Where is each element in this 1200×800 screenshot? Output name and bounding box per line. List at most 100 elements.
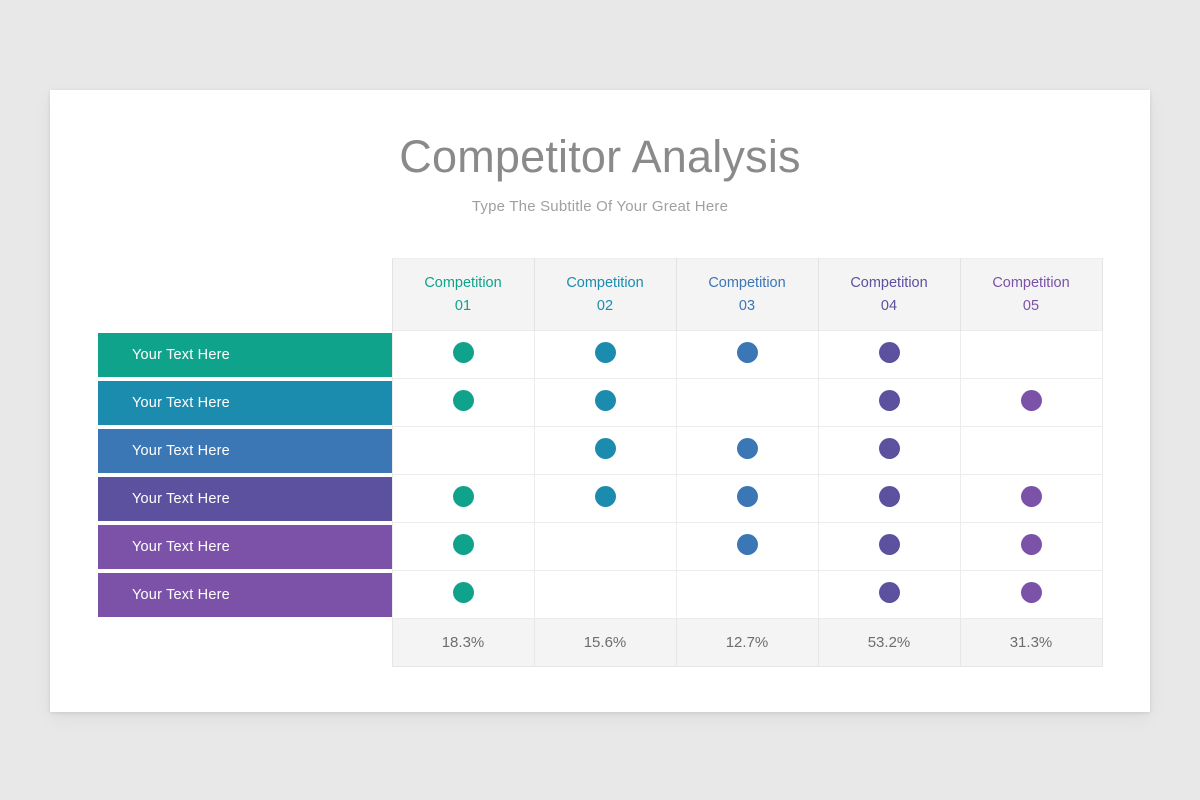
dot-marker-icon bbox=[878, 341, 900, 363]
dot-marker-icon bbox=[878, 533, 900, 555]
matrix-cell-filled[interactable] bbox=[533, 378, 677, 427]
row-label-cell: Your Text Here bbox=[98, 523, 392, 571]
matrix-cell-filled[interactable] bbox=[391, 378, 535, 427]
row-label-cell: Your Text Here bbox=[98, 427, 392, 475]
matrix-cell-filled[interactable] bbox=[675, 474, 819, 523]
column-header-label: Competition bbox=[424, 275, 502, 292]
table-row: Your Text Here bbox=[98, 570, 1103, 619]
total-percentage: 53.2% bbox=[817, 618, 961, 667]
matrix-cell-empty[interactable] bbox=[959, 426, 1103, 475]
row-label-bar[interactable]: Your Text Here bbox=[98, 332, 392, 377]
matrix-cell-filled[interactable] bbox=[391, 474, 535, 523]
row-label-cell: Your Text Here bbox=[98, 571, 392, 619]
dot-marker-icon bbox=[452, 485, 474, 507]
matrix-cell-filled[interactable] bbox=[817, 570, 961, 619]
row-label-cell: Your Text Here bbox=[98, 331, 392, 379]
column-header-number: 05 bbox=[1022, 297, 1040, 314]
page-subtitle: Type The Subtitle Of Your Great Here bbox=[471, 197, 729, 215]
column-header-label: Competition bbox=[566, 275, 644, 292]
total-percentage: 12.7% bbox=[675, 618, 819, 667]
competitor-matrix: Competition 01 Competition 02 Competition 03 C… bbox=[98, 258, 1103, 667]
comparison-table: Competition 01 Competition 02 Competition 03 C… bbox=[98, 258, 1103, 667]
matrix-cell-filled[interactable] bbox=[817, 426, 961, 475]
dot-marker-icon bbox=[878, 389, 900, 411]
total-percentage: 15.6% bbox=[533, 618, 677, 667]
dot-marker-icon bbox=[452, 581, 474, 603]
column-header-03: Competition 03 bbox=[675, 258, 819, 331]
column-header-number: 01 bbox=[454, 297, 472, 314]
totals-spacer-cell bbox=[98, 619, 392, 667]
dot-marker-icon bbox=[594, 389, 616, 411]
dot-marker-icon bbox=[1020, 485, 1042, 507]
matrix-cell-filled[interactable] bbox=[391, 330, 535, 379]
row-label-bar[interactable]: Your Text Here bbox=[98, 428, 392, 473]
dot-marker-icon bbox=[878, 437, 900, 459]
matrix-cell-empty[interactable] bbox=[675, 378, 819, 427]
matrix-cell-filled[interactable] bbox=[817, 330, 961, 379]
matrix-cell-filled[interactable] bbox=[533, 426, 677, 475]
dot-marker-icon bbox=[736, 485, 758, 507]
header-spacer-cell bbox=[98, 259, 392, 331]
matrix-cell-empty[interactable] bbox=[533, 570, 677, 619]
matrix-cell-filled[interactable] bbox=[391, 522, 535, 571]
matrix-cell-empty[interactable] bbox=[391, 426, 535, 475]
matrix-cell-empty[interactable] bbox=[959, 330, 1103, 379]
matrix-cell-filled[interactable] bbox=[533, 330, 677, 379]
column-header-label: Competition bbox=[850, 275, 928, 292]
table-header-row: Competition 01 Competition 02 Competition 03 C… bbox=[98, 258, 1103, 331]
row-label-bar[interactable]: Your Text Here bbox=[98, 476, 392, 521]
dot-marker-icon bbox=[1020, 389, 1042, 411]
matrix-cell-empty[interactable] bbox=[675, 570, 819, 619]
matrix-cell-filled[interactable] bbox=[533, 474, 677, 523]
matrix-cell-filled[interactable] bbox=[959, 522, 1103, 571]
matrix-cell-filled[interactable] bbox=[675, 426, 819, 475]
matrix-cell-filled[interactable] bbox=[959, 474, 1103, 523]
matrix-cell-filled[interactable] bbox=[817, 378, 961, 427]
slide-canvas: Competitor Analysis Type The Subtitle Of… bbox=[50, 90, 1150, 712]
row-label-cell: Your Text Here bbox=[98, 379, 392, 427]
row-label-bar[interactable]: Your Text Here bbox=[98, 524, 392, 569]
total-percentage: 31.3% bbox=[959, 618, 1103, 667]
column-header-number: 02 bbox=[596, 297, 614, 314]
dot-marker-icon bbox=[736, 437, 758, 459]
column-header-05: Competition 05 bbox=[959, 258, 1103, 331]
dot-marker-icon bbox=[452, 341, 474, 363]
dot-marker-icon bbox=[1020, 533, 1042, 555]
row-label-bar[interactable]: Your Text Here bbox=[98, 380, 392, 425]
column-header-01: Competition 01 bbox=[391, 258, 535, 331]
table-row: Your Text Here bbox=[98, 474, 1103, 523]
dot-marker-icon bbox=[736, 341, 758, 363]
table-row: Your Text Here bbox=[98, 426, 1103, 475]
column-header-label: Competition bbox=[708, 275, 786, 292]
dot-marker-icon bbox=[452, 533, 474, 555]
dot-marker-icon bbox=[1020, 581, 1042, 603]
column-header-04: Competition 04 bbox=[817, 258, 961, 331]
column-header-number: 03 bbox=[738, 297, 756, 314]
dot-marker-icon bbox=[594, 485, 616, 507]
table-row: Your Text Here bbox=[98, 378, 1103, 427]
matrix-cell-filled[interactable] bbox=[675, 330, 819, 379]
totals-row: 18.3% 15.6% 12.7% 53.2% 31.3% bbox=[98, 618, 1103, 667]
table-row: Your Text Here bbox=[98, 330, 1103, 379]
slide-heading: Competitor Analysis Type The Subtitle Of… bbox=[50, 90, 1150, 215]
matrix-cell-filled[interactable] bbox=[959, 570, 1103, 619]
column-header-label: Competition bbox=[992, 275, 1070, 292]
matrix-cell-filled[interactable] bbox=[959, 378, 1103, 427]
matrix-cell-filled[interactable] bbox=[675, 522, 819, 571]
matrix-cell-filled[interactable] bbox=[391, 570, 535, 619]
matrix-cell-filled[interactable] bbox=[817, 474, 961, 523]
total-percentage: 18.3% bbox=[391, 618, 535, 667]
dot-marker-icon bbox=[878, 581, 900, 603]
dot-marker-icon bbox=[452, 389, 474, 411]
dot-marker-icon bbox=[878, 485, 900, 507]
page-title: Competitor Analysis bbox=[399, 131, 801, 182]
row-label-bar[interactable]: Your Text Here bbox=[98, 572, 392, 617]
table-row: Your Text Here bbox=[98, 522, 1103, 571]
row-label-cell: Your Text Here bbox=[98, 475, 392, 523]
matrix-cell-empty[interactable] bbox=[533, 522, 677, 571]
column-header-number: 04 bbox=[880, 297, 898, 314]
dot-marker-icon bbox=[594, 437, 616, 459]
matrix-cell-filled[interactable] bbox=[817, 522, 961, 571]
dot-marker-icon bbox=[594, 341, 616, 363]
column-header-02: Competition 02 bbox=[533, 258, 677, 331]
